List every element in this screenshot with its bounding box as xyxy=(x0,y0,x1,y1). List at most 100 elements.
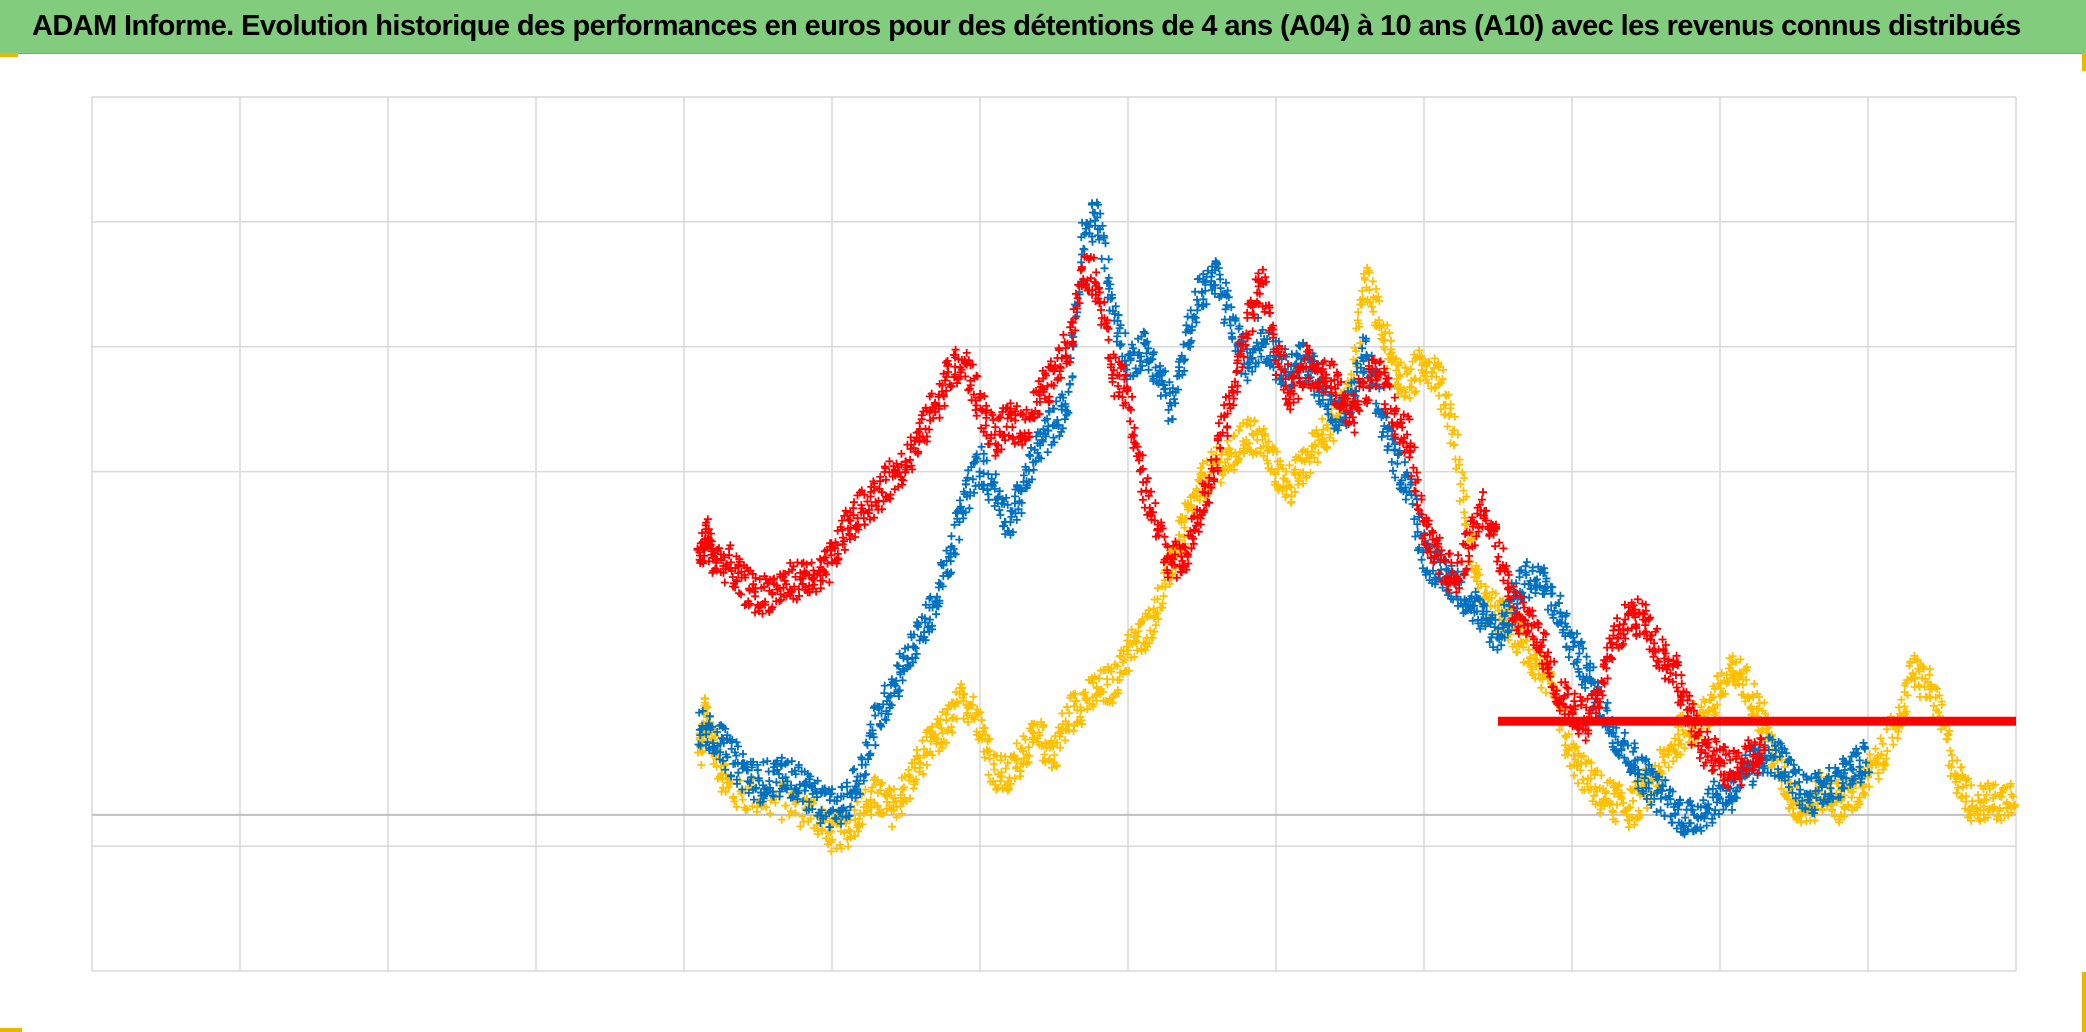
data-point xyxy=(928,722,937,731)
data-point xyxy=(1261,429,1269,438)
data-point xyxy=(980,724,989,732)
data-point xyxy=(1847,764,1856,773)
data-point xyxy=(1531,576,1540,585)
data-point xyxy=(1072,697,1081,705)
data-point xyxy=(1620,728,1629,737)
data-point xyxy=(1065,709,1074,718)
data-point xyxy=(938,729,947,738)
data-point xyxy=(1003,758,1012,767)
data-point xyxy=(698,747,706,756)
data-point xyxy=(1368,277,1377,286)
data-point xyxy=(1039,723,1047,731)
data-point xyxy=(1056,729,1065,738)
data-point xyxy=(1159,592,1168,601)
data-point xyxy=(916,759,925,768)
data-point xyxy=(1400,458,1409,467)
data-point xyxy=(1146,626,1155,635)
data-point xyxy=(1962,792,1971,801)
data-point xyxy=(1180,532,1189,541)
data-point xyxy=(1218,471,1227,480)
data-point xyxy=(1542,688,1550,697)
data-point xyxy=(729,792,738,801)
data-point xyxy=(1079,244,1088,253)
data-point xyxy=(861,785,870,794)
data-point xyxy=(873,803,882,812)
data-point xyxy=(937,724,946,733)
data-point xyxy=(957,680,966,689)
data-point xyxy=(1123,650,1132,659)
data-point xyxy=(984,495,993,504)
data-point xyxy=(1263,446,1272,455)
data-point xyxy=(1054,344,1063,353)
data-point xyxy=(1160,532,1169,541)
data-point xyxy=(1235,448,1244,457)
data-point xyxy=(892,813,901,822)
data-point xyxy=(898,785,907,794)
data-point xyxy=(1116,652,1125,661)
data-point xyxy=(932,739,941,748)
data-point xyxy=(1055,432,1064,440)
data-point xyxy=(1596,809,1605,818)
data-point xyxy=(1035,731,1044,740)
chart-title: ADAM Informe. Evolution historique des p… xyxy=(32,10,2021,42)
data-point xyxy=(1058,709,1067,718)
data-point xyxy=(1656,794,1665,803)
data-point xyxy=(1264,437,1273,446)
data-point xyxy=(889,798,898,807)
data-points xyxy=(693,198,2019,856)
data-point xyxy=(1286,498,1295,507)
data-point xyxy=(1443,422,1452,431)
data-point xyxy=(854,827,862,836)
data-point xyxy=(1946,746,1955,755)
data-point xyxy=(917,411,926,420)
data-point xyxy=(1223,422,1232,431)
data-point xyxy=(1383,446,1392,454)
data-point xyxy=(1579,775,1588,784)
data-point xyxy=(1128,392,1137,401)
data-point xyxy=(1127,625,1136,634)
data-point xyxy=(1016,767,1025,776)
data-point xyxy=(1137,487,1146,496)
title-bar: ADAM Informe. Evolution historique des p… xyxy=(0,0,2086,54)
data-point xyxy=(897,809,906,818)
data-point xyxy=(1350,428,1359,437)
data-point xyxy=(1230,431,1239,440)
data-point xyxy=(860,520,869,529)
data-point xyxy=(1151,621,1160,630)
frame-corner-bottom-right xyxy=(2082,972,2086,1032)
data-point xyxy=(1401,495,1410,504)
data-point xyxy=(968,701,977,709)
data-point xyxy=(1108,378,1117,386)
data-point xyxy=(777,815,786,824)
data-point xyxy=(1021,735,1030,744)
data-point xyxy=(1537,683,1546,692)
data-point xyxy=(1168,415,1177,424)
data-point xyxy=(734,768,743,777)
data-point xyxy=(1525,593,1534,602)
data-point xyxy=(1187,501,1196,509)
data-point xyxy=(1354,308,1363,317)
data-point xyxy=(1435,391,1443,400)
data-point xyxy=(1461,529,1470,538)
data-point xyxy=(1889,740,1898,749)
data-point xyxy=(698,736,707,745)
data-point xyxy=(985,754,994,763)
data-point xyxy=(1465,551,1474,560)
data-point xyxy=(1045,756,1054,765)
data-point xyxy=(962,348,971,357)
data-point xyxy=(976,708,985,717)
data-point xyxy=(1217,450,1226,459)
data-point xyxy=(1957,763,1966,772)
data-point xyxy=(926,737,935,746)
data-point xyxy=(738,795,747,804)
data-point xyxy=(906,794,914,803)
data-point xyxy=(1077,716,1086,725)
data-point xyxy=(1104,335,1113,344)
data-point xyxy=(1405,453,1414,462)
data-point xyxy=(739,750,747,758)
data-point xyxy=(827,847,836,856)
data-point xyxy=(942,738,951,747)
data-point xyxy=(1291,465,1300,474)
data-point xyxy=(1025,751,1034,760)
